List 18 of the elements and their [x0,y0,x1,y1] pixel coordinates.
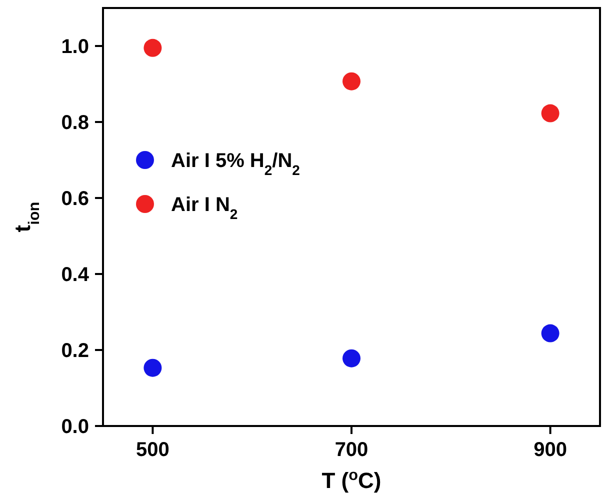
x-tick-label: 700 [334,439,368,461]
y-tick-label: 0.6 [61,188,89,210]
point [342,72,360,90]
y-tick-label: 0.0 [61,416,89,438]
x-tick-label: 500 [136,439,170,461]
x-tick-label: 900 [534,439,567,461]
point [541,324,560,342]
point [342,349,360,368]
y-tick-label: 1.0 [61,36,89,58]
legend-label: Air I 5% H$_{2}$/N$_{2}$ [171,150,300,178]
x-axis-title: T ($^{o}$C) [322,466,382,493]
point [144,38,162,57]
y-tick-label: 0.8 [61,112,89,134]
point [541,104,560,122]
legend-label: Air I N$_{2}$ [171,194,238,222]
y-tick-label: 0.2 [61,340,89,362]
point [144,358,162,377]
y-tick-label: 0.4 [61,264,90,286]
